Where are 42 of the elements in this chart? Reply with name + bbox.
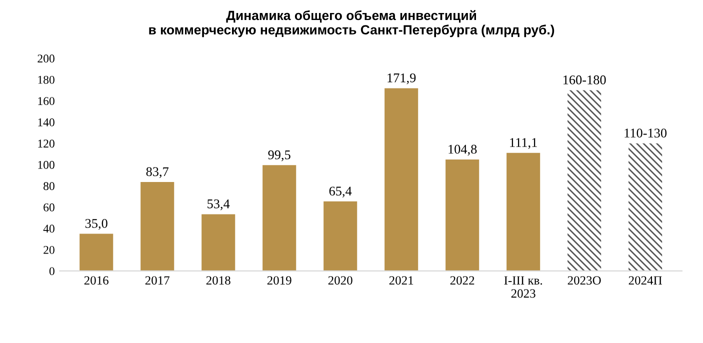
x-tick-label: 2022 [450,276,474,285]
y-tick-label: 20 [44,246,54,254]
y-tick-label: 140 [38,118,54,126]
bar [80,234,114,271]
bar [628,143,662,271]
x-tick-label: 2019 [267,276,292,285]
bar [140,182,174,271]
x-tick-label: 2018 [206,276,230,285]
y-tick-label: 100 [38,160,54,169]
bar [324,201,358,271]
y-tick-label: 80 [44,182,54,190]
y-tick-label: 0 [49,267,54,276]
bar [446,160,480,271]
x-tick-label: 2021 [389,276,414,285]
data-label: 65,4 [329,186,352,198]
x-tick-label: 2024П [628,276,662,285]
data-label: 110-130 [624,128,667,138]
data-label: 160-180 [563,75,606,84]
data-label: 35,0 [85,218,108,230]
x-tick-label: 2016 [84,276,108,285]
bar [506,152,540,271]
data-label: 99,5 [268,150,290,162]
chart-title: Динамика общего объема инвестиций в коммерческую недвижимость Санкт-Петербурга (млрд руб.) [149,10,554,38]
data-label: 53,4 [208,199,230,210]
data-label: 83,7 [146,167,169,178]
bar [568,90,602,271]
x-tick-label: 2017 [145,276,170,285]
x-tick-label: I-III кв. 2023 [504,276,542,298]
data-label: 104,8 [448,144,477,156]
bar [384,88,418,271]
y-tick-label: 40 [43,224,54,233]
data-label: 171,9 [388,73,416,84]
bar [262,165,296,271]
bar [202,214,236,271]
data-label: 111,1 [510,138,537,149]
y-tick-label: 200 [38,54,54,63]
y-tick-label: 60 [44,203,54,212]
x-tick-label: 2020 [328,276,352,285]
y-tick-label: 180 [38,76,54,84]
x-tick-label: 2023О [568,276,601,285]
y-tick-label: 160 [38,97,54,106]
y-tick-label: 120 [38,140,54,148]
